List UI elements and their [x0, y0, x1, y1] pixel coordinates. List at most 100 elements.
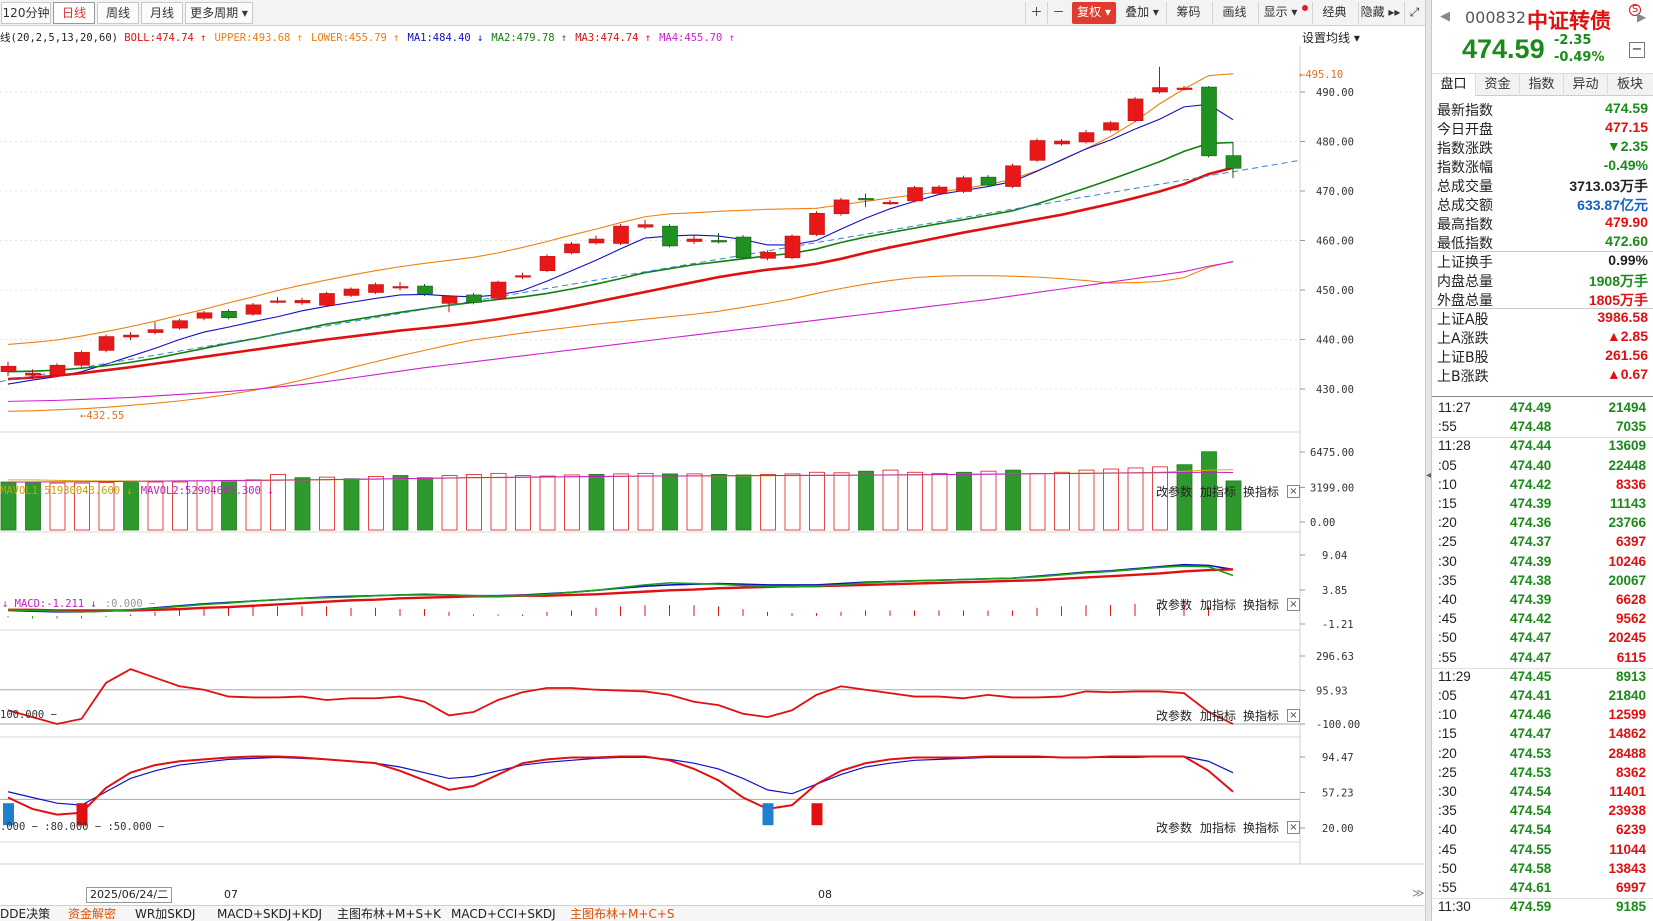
- quote-value: 472.60: [1605, 233, 1648, 249]
- modify-params-button[interactable]: 改参数: [1156, 709, 1193, 723]
- quote-row: 上A涨跌 ▲2.85: [1432, 327, 1653, 347]
- quote-row: 最高指数 479.90: [1432, 213, 1653, 233]
- close-panel-icon[interactable]: ×: [1287, 709, 1300, 722]
- tick-volume: 11401: [1609, 784, 1646, 799]
- tick-time: :50: [1438, 630, 1457, 646]
- classic-button[interactable]: 经典: [1312, 2, 1356, 24]
- candle-body: [466, 294, 482, 303]
- tick-price: 474.55: [1510, 841, 1552, 857]
- main-indicator-legend: 线(20,2,5,13,20,60) BOLL:474.74 ↑ UPPER:49…: [0, 30, 743, 45]
- candle-body: [221, 310, 237, 319]
- volume-bar: [1225, 480, 1242, 531]
- switch-indicator-button[interactable]: 换指标: [1243, 485, 1280, 499]
- chart-canvas[interactable]: 490.00 480.00 470.00 460.00 450.00 440.00 430.…: [0, 26, 1430, 902]
- stock-code: 000832: [1465, 8, 1527, 27]
- tick-time: :30: [1438, 553, 1457, 569]
- scroll-right-icon[interactable]: ≫: [1412, 886, 1425, 900]
- period-week-button[interactable]: 周线: [97, 2, 139, 24]
- candle-body: [637, 224, 654, 228]
- tab-sector[interactable]: 板块: [1616, 77, 1643, 92]
- restore-rights-dropdown[interactable]: 复权 ▾: [1072, 2, 1116, 24]
- candle-body: [49, 364, 66, 376]
- candle-body: [270, 300, 286, 303]
- tab-index[interactable]: 指数: [1520, 74, 1564, 96]
- modify-params-button[interactable]: 改参数: [1156, 598, 1193, 612]
- zoom-out-button[interactable]: －: [1047, 2, 1069, 24]
- tab-handicap[interactable]: 盘口: [1432, 74, 1476, 96]
- add-indicator-button[interactable]: 加指标: [1200, 598, 1237, 612]
- add-indicator-button[interactable]: 加指标: [1200, 485, 1237, 499]
- switch-indicator-button[interactable]: 换指标: [1243, 598, 1280, 612]
- month-label-07: 07: [224, 888, 238, 901]
- minimize-icon[interactable]: −: [1629, 42, 1645, 58]
- signal-marker: [76, 803, 88, 826]
- period-day-button[interactable]: 日线: [53, 2, 95, 24]
- quote-label: 上证换手: [1437, 255, 1493, 271]
- tick-row: :35 474.54 23938: [1432, 803, 1653, 822]
- tick-price: 474.49: [1510, 400, 1552, 415]
- y-tick-label: 95.93: [1316, 685, 1348, 697]
- info-icon[interactable]: S: [1629, 4, 1641, 16]
- legend-item: UPPER:493.68 ↑: [214, 32, 303, 44]
- modify-params-button[interactable]: 改参数: [1156, 485, 1193, 499]
- candle-body: [490, 281, 507, 299]
- candle-body: [907, 187, 923, 202]
- close-panel-icon[interactable]: ×: [1287, 598, 1300, 611]
- candle-body: [319, 293, 335, 306]
- tick-row: :50 474.47 20245: [1432, 630, 1653, 649]
- display-dropdown[interactable]: 显示 ▾: [1258, 2, 1302, 24]
- ma-settings-dropdown[interactable]: 设置均线 ▾: [1302, 31, 1360, 45]
- month-label-08: 08: [818, 888, 832, 901]
- candle-body: [1127, 98, 1144, 122]
- period-120min-button[interactable]: 120分钟: [1, 2, 51, 24]
- quote-label: 今日开盘: [1437, 122, 1493, 138]
- more-periods-dropdown[interactable]: 更多周期 ▾: [185, 2, 253, 24]
- panel-splitter[interactable]: ◂: [1425, 0, 1431, 921]
- close-panel-icon[interactable]: ×: [1287, 821, 1300, 834]
- overlay-dropdown[interactable]: 叠加 ▾: [1125, 5, 1159, 19]
- tick-time: :45: [1438, 611, 1457, 627]
- volume-legend: MAVOL1:51930043.600 ↓ MAVOL2:52904665.300…: [0, 485, 282, 497]
- switch-indicator-button[interactable]: 换指标: [1243, 821, 1280, 835]
- tick-volume: 7035: [1615, 419, 1646, 435]
- tab-funds[interactable]: 资金: [1476, 74, 1520, 96]
- volume-bar: [1103, 468, 1119, 531]
- period-month-button[interactable]: 月线: [141, 2, 183, 24]
- tick-price: 474.53: [1510, 745, 1552, 761]
- collapse-arrow-icon[interactable]: ◂: [1426, 470, 1432, 481]
- divider: [1432, 251, 1653, 252]
- next-stock-icon[interactable]: ▶: [1637, 10, 1647, 24]
- quote-value: ▼2.35: [1606, 138, 1648, 154]
- modify-params-button[interactable]: 改参数: [1156, 821, 1193, 835]
- quote-label: 指数涨跌: [1437, 141, 1493, 157]
- zoom-in-button[interactable]: ＋: [1025, 2, 1047, 24]
- tick-row: :45 474.42 9562: [1432, 611, 1653, 630]
- switch-indicator-button[interactable]: 换指标: [1243, 709, 1280, 723]
- candle-body: [515, 275, 531, 278]
- close-panel-icon[interactable]: ×: [1287, 485, 1300, 498]
- fullscreen-icon[interactable]: ⤢: [1404, 2, 1424, 24]
- legend-prefix: 线(20,2,5,13,20,60): [0, 32, 118, 44]
- quote-label: 上证B股: [1437, 350, 1489, 366]
- prev-stock-icon[interactable]: ◀: [1440, 9, 1450, 24]
- tab-anomaly[interactable]: 异动: [1564, 74, 1608, 96]
- tick-time: :15: [1438, 726, 1457, 742]
- tick-row: 11:27 474.49 21494: [1432, 400, 1653, 419]
- volume-bar: [123, 482, 139, 531]
- candle-body: [98, 336, 115, 351]
- legend-items: BOLL:474.74 ↑ UPPER:493.68 ↑ LOWER:455.79 …: [124, 32, 743, 44]
- volume-bar: [637, 472, 654, 531]
- draw-line-button[interactable]: 画线: [1212, 2, 1256, 24]
- tick-volume: 20067: [1608, 572, 1646, 588]
- tick-price: 474.47: [1510, 630, 1552, 646]
- legend-item: MA2:479.78 ↑: [491, 32, 568, 44]
- tick-time: :10: [1438, 707, 1457, 723]
- low-annotation: ←432.55: [80, 410, 125, 422]
- quote-label: 上B涨跌: [1437, 369, 1489, 385]
- hide-panel-button[interactable]: 隐藏 ▸▸: [1358, 2, 1402, 24]
- add-indicator-button[interactable]: 加指标: [1200, 709, 1237, 723]
- add-indicator-button[interactable]: 加指标: [1200, 821, 1237, 835]
- chips-button[interactable]: 筹码: [1166, 2, 1210, 24]
- y-tick-label: 6475.00: [1310, 447, 1354, 459]
- volume-bar: [392, 475, 409, 531]
